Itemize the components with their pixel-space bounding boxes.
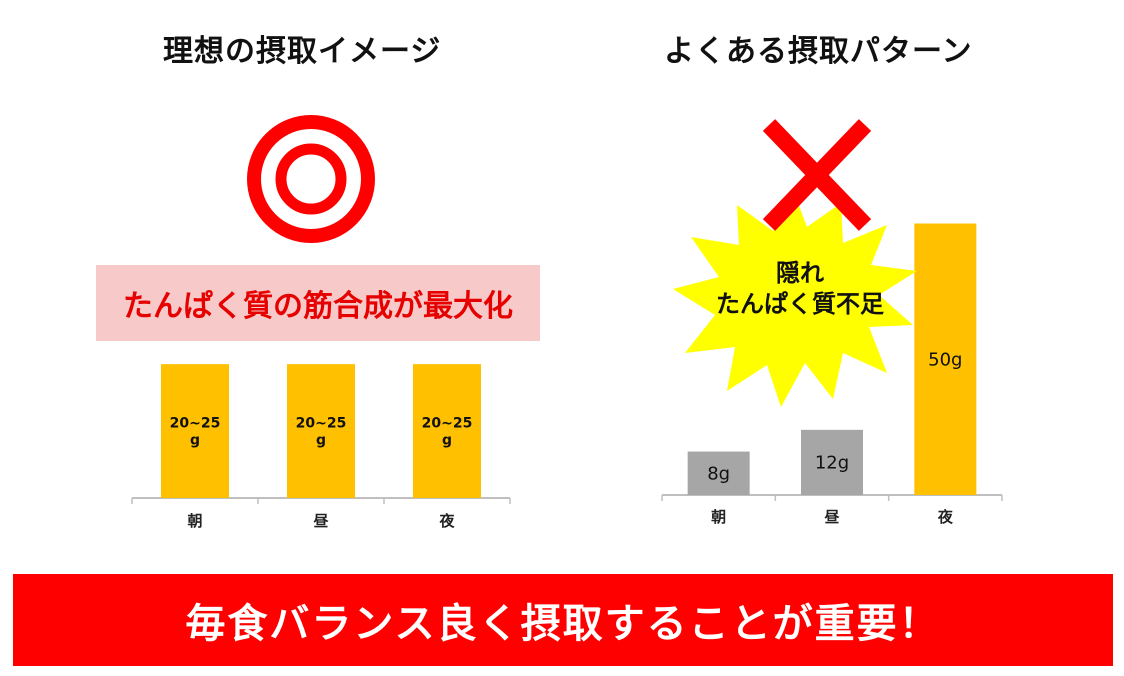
bar-data-label: 20~25 g (170, 416, 221, 449)
cross-icon (762, 119, 872, 231)
bar-data-label: 20~25 g (422, 416, 473, 449)
x-tick-label: 夜 (937, 508, 954, 526)
x-tick-label: 昼 (313, 512, 328, 530)
burst-line-2: たんぱく質不足 (716, 290, 884, 319)
bar-data-label: 12g (815, 453, 849, 474)
hidden-protein-deficiency-label: 隠れ たんぱく質不足 (690, 258, 910, 320)
x-tick-label: 昼 (824, 508, 839, 526)
x-tick-label: 夜 (438, 512, 455, 530)
ideal-intake-chart: 20~25 g 朝 20~25 g 昼 20~25 g 夜 (131, 364, 511, 530)
bar-1 (161, 364, 229, 498)
bar-2 (801, 429, 863, 495)
protein-synthesis-callout: たんぱく質の筋合成が最大化 (96, 265, 540, 341)
bar-data-label: 50g (928, 350, 962, 371)
bar-data-label: 20~25 g (296, 416, 347, 449)
right-chart-title: よくある摂取パターン (664, 34, 973, 69)
conclusion-banner: 毎食バランス良く摂取することが重要！ (13, 574, 1113, 666)
burst-line-1: 隠れ (776, 259, 824, 287)
bar-1 (687, 451, 750, 495)
bar-data-label: 8g (707, 464, 730, 485)
bar-2 (287, 364, 355, 498)
double-circle-icon (247, 115, 375, 243)
x-tick-label: 朝 (711, 508, 726, 526)
common-intake-chart: 8g 朝 12g 昼 50g 夜 (661, 223, 1003, 526)
left-chart-title: 理想の摂取イメージ (163, 34, 442, 69)
bar-3 (413, 364, 481, 498)
bar-3 (914, 223, 977, 495)
x-tick-label: 朝 (187, 512, 202, 530)
burst-shape (673, 195, 917, 407)
